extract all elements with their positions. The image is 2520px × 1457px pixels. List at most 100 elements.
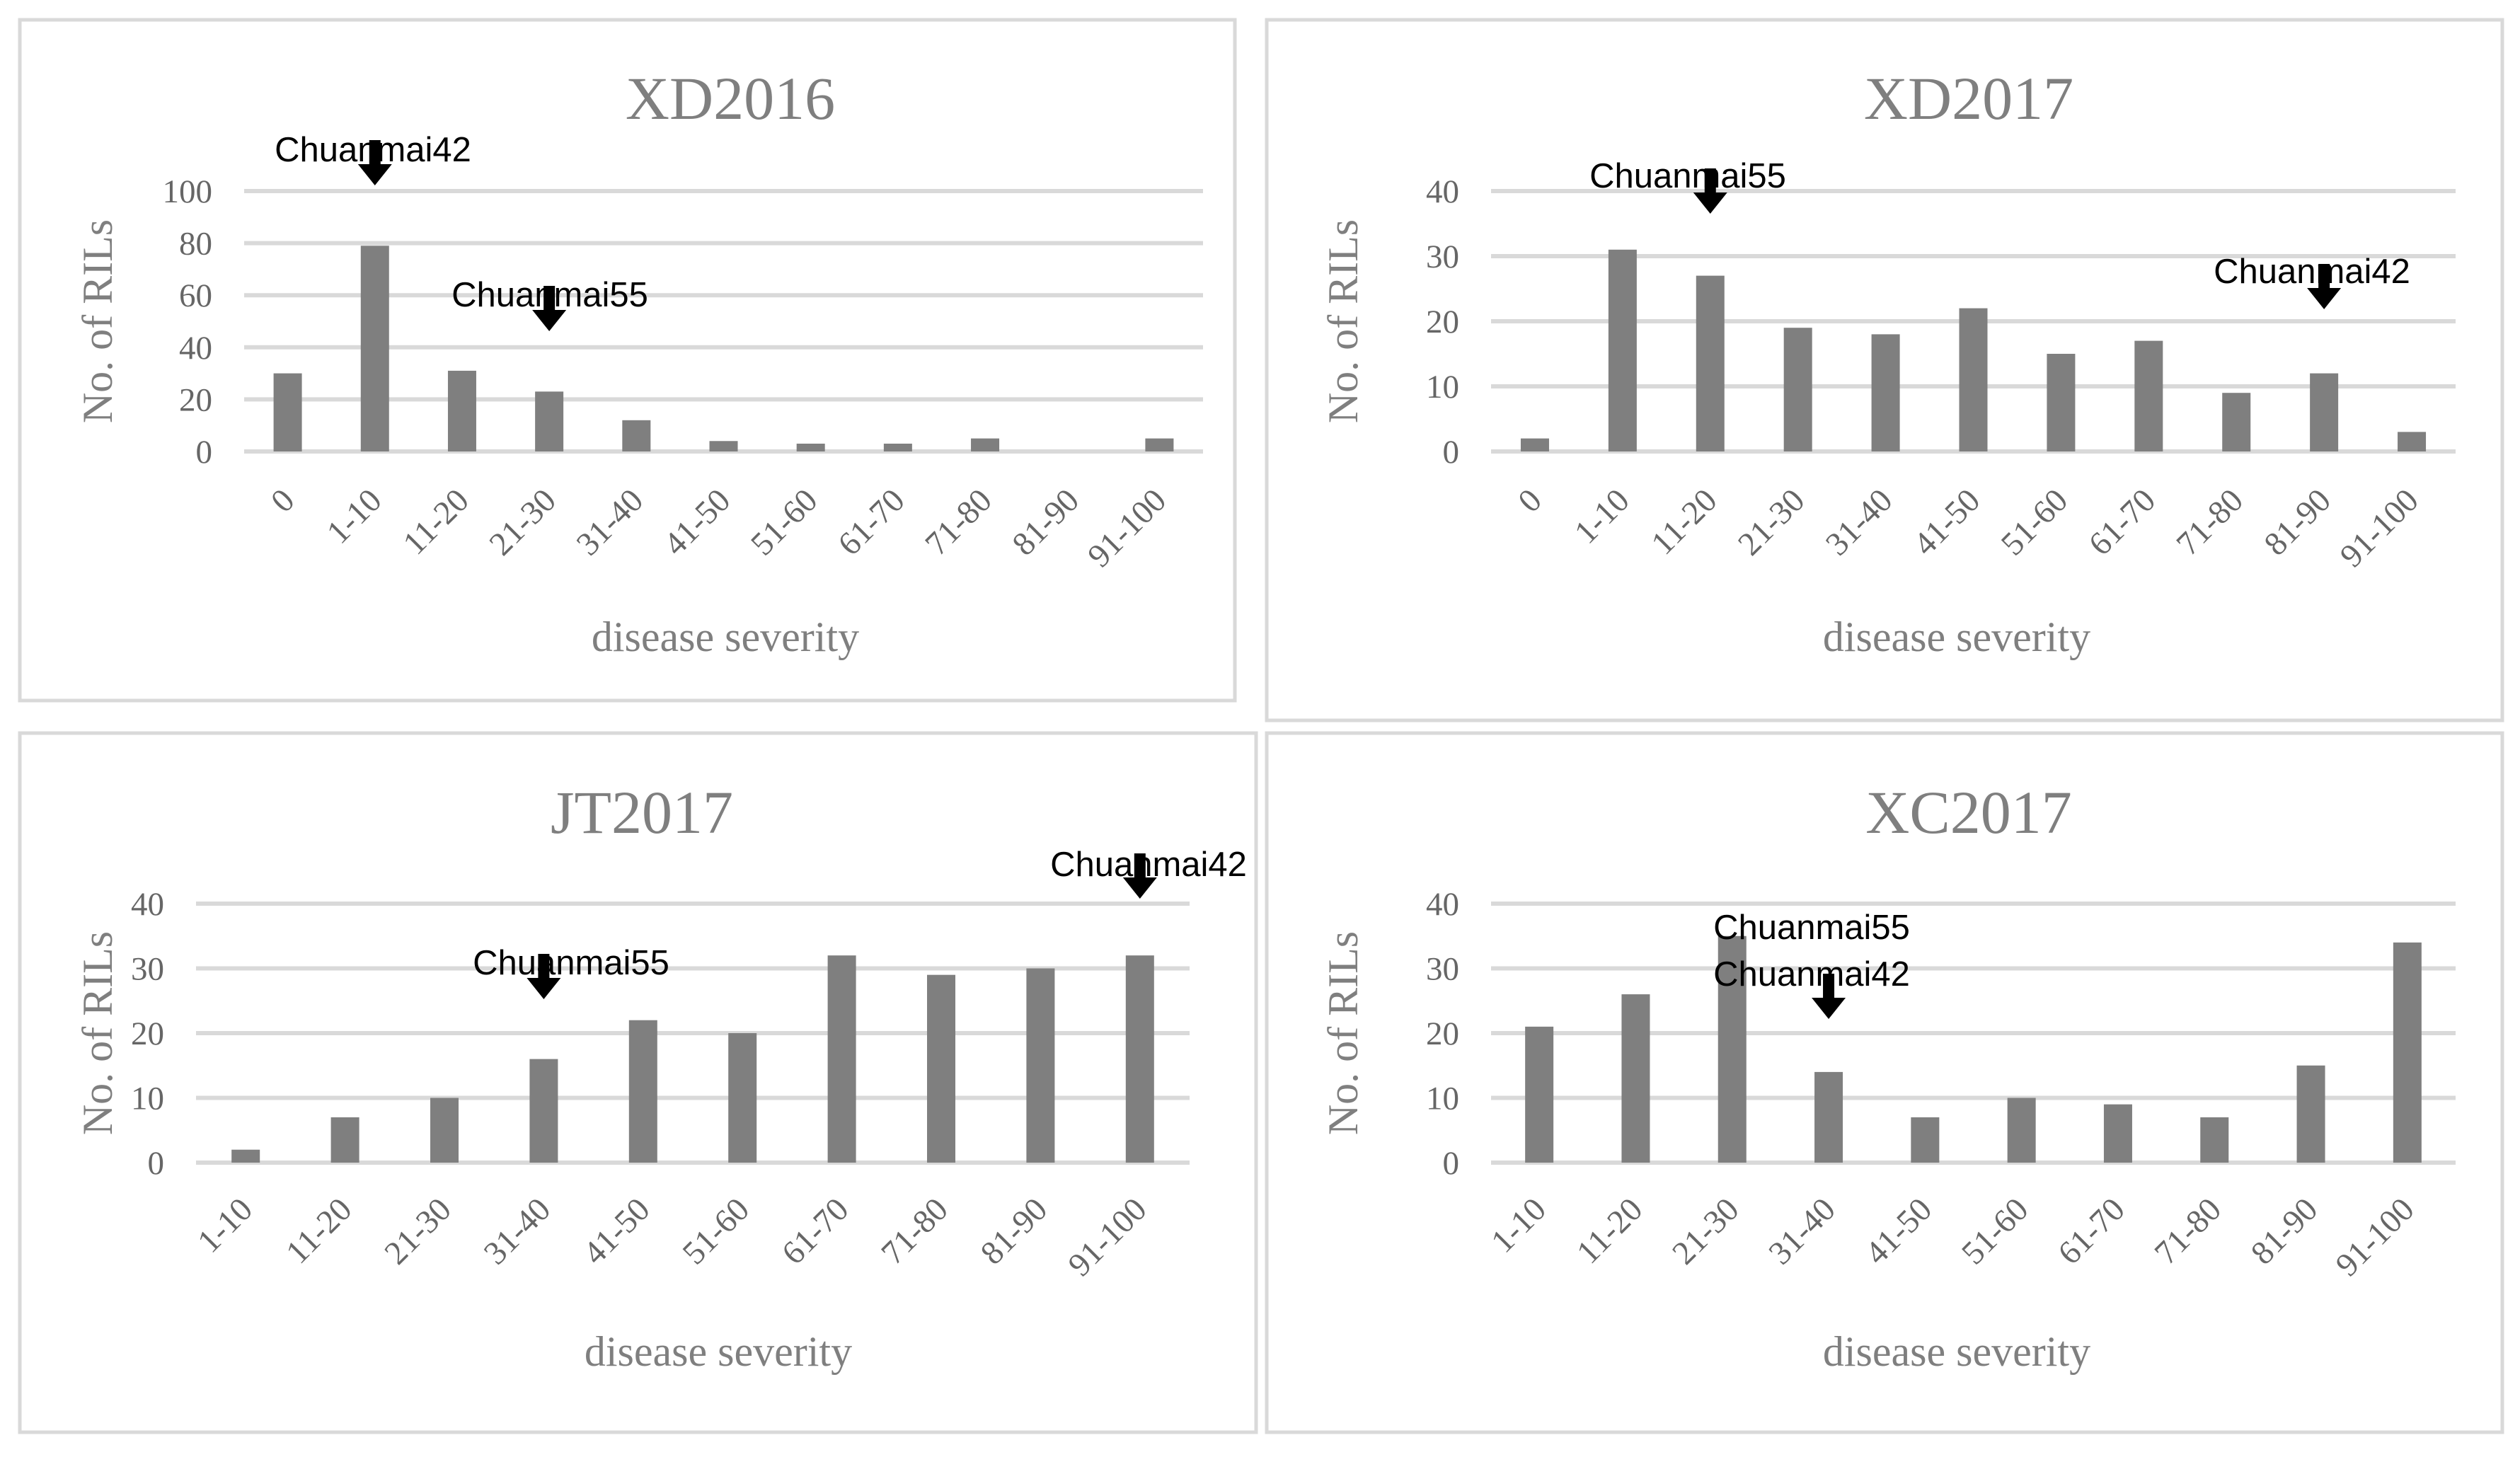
x-tick-label: 41-50 [1906,482,1987,563]
x-tick-label: 0 [1511,482,1548,519]
y-tick-label: 100 [163,173,213,210]
x-tick-label: 31-40 [477,1191,558,1272]
bar-81-90 [2296,1065,2325,1163]
bar-21-30 [1718,935,1747,1163]
chart-title: XC2017 [1865,778,2071,846]
y-tick-label: 10 [1426,1081,1459,1117]
bar-91-100 [1125,955,1154,1163]
panel-frame [18,18,1237,703]
y-tick-label: 0 [1443,1145,1460,1182]
x-tick-label: 71-80 [874,1191,955,1272]
x-axis-label: disease severity [1823,614,2090,660]
bar-11-20 [330,1117,359,1163]
bar-31-40 [622,420,651,451]
bar-11-20 [1696,275,1725,451]
chart-panel-jt2017: JT2017 0 10 20 30 40 No. of RILs 1-10 11-20 21-30… [18,731,1258,1434]
y-tick-label: 20 [1426,304,1459,340]
x-tick-label: 51-60 [676,1191,756,1272]
annotation-label: Chuanmai55 [473,944,669,982]
x-tick-label: 31-40 [1762,1191,1843,1272]
x-tick-label: 81-90 [1006,482,1086,563]
bar-11-20 [1621,994,1650,1163]
y-tick-label: 30 [131,951,164,988]
bar-71-80 [927,974,955,1163]
y-tick-label: 40 [1426,886,1459,923]
x-axis-label: disease severity [585,1328,852,1375]
annotation-label: Chuanmai42 [1713,955,1910,994]
bar-41-50 [628,1020,657,1163]
y-tick-label: 60 [179,277,212,314]
bar-21-30 [535,391,564,451]
x-tick-label: 31-40 [570,482,650,563]
x-tick-label: 0 [264,482,301,519]
chart-title: XD2016 [626,64,835,132]
x-tick-label: 11-20 [1570,1191,1650,1271]
bar-41-50 [1959,308,1988,451]
y-tick-label: 20 [131,1015,164,1052]
panel-frame [18,731,1258,1434]
x-tick-label: 71-80 [2148,1191,2228,1272]
annotation-label: Chuanmai55 [1713,909,1910,947]
y-tick-label: 40 [179,330,212,367]
x-tick-label: 41-50 [1858,1191,1939,1272]
chart-panel-xd2016: XD2016 0 20 40 60 80 100 No. of RILs 0 1-10 11-20 2… [18,18,1237,703]
x-tick-label: 41-50 [576,1191,657,1272]
chart-title: JT2017 [551,778,733,846]
bar-91-100 [1145,438,1174,451]
annotation-arrow-icon [527,954,561,999]
bar-61-70 [883,443,912,451]
x-tick-label: 1-10 [1484,1191,1553,1260]
x-tick-label: 71-80 [2170,482,2250,563]
x-tick-label: 1-10 [320,482,389,551]
annotation-arrow-icon [2307,264,2342,309]
y-tick-label: 10 [1426,369,1459,405]
y-tick-label: 0 [196,434,213,471]
bar-1-10 [231,1149,260,1163]
x-tick-label: 91-100 [2333,482,2426,575]
bar-81-90 [2310,373,2339,451]
x-tick-label: 11-20 [1644,482,1724,562]
bar-51-60 [2007,1098,2036,1163]
bar-0 [273,373,302,451]
x-tick-label: 51-60 [1955,1191,2035,1272]
panel-frame [1265,18,2504,722]
bar-91-100 [2398,432,2427,451]
bar-21-30 [1783,328,1812,451]
x-tick-label: 81-90 [2257,482,2338,563]
x-tick-label: 31-40 [1819,482,1899,563]
bar-1-10 [1608,249,1637,451]
y-tick-label: 20 [179,381,212,418]
x-tick-label: 61-70 [831,482,911,563]
x-tick-label: 61-70 [2082,482,2163,563]
bar-31-40 [1871,334,1900,451]
x-tick-label: 11-20 [279,1191,359,1271]
annotation-arrow-icon [1122,853,1157,899]
bar-51-60 [2047,354,2076,451]
y-axis-label: No. of RILs [1320,931,1367,1135]
y-axis-label: No. of RILs [74,931,121,1135]
annotation-arrow-icon [357,140,392,185]
x-tick-label: 81-90 [974,1191,1054,1272]
bar-71-80 [2200,1117,2229,1163]
chart-panel-xd2017: XD2017 0 10 20 30 40 No. of RILs 0 1-10 11-20 21-3… [1265,18,2504,722]
annotation-arrow-icon [532,286,567,331]
y-tick-label: 0 [1443,434,1460,471]
bar-51-60 [728,1033,757,1163]
y-tick-label: 40 [1426,173,1459,210]
bar-51-60 [796,443,825,451]
x-tick-label: 21-30 [1731,482,1812,563]
annotation-label: Chuanmai42 [2214,253,2410,291]
bar-91-100 [2393,942,2422,1163]
x-tick-label: 81-90 [2244,1191,2325,1272]
x-tick-label: 61-70 [2051,1191,2131,1272]
annotation-label: Chuanmai55 [1589,157,1786,195]
bar-31-40 [1814,1071,1843,1163]
y-tick-label: 30 [1426,238,1459,275]
x-tick-label: 71-80 [919,482,999,563]
y-tick-label: 30 [1426,951,1459,988]
bar-0 [1520,438,1549,451]
bar-21-30 [430,1098,459,1163]
bar-61-70 [827,955,856,1163]
x-tick-label: 1-10 [1567,482,1637,551]
